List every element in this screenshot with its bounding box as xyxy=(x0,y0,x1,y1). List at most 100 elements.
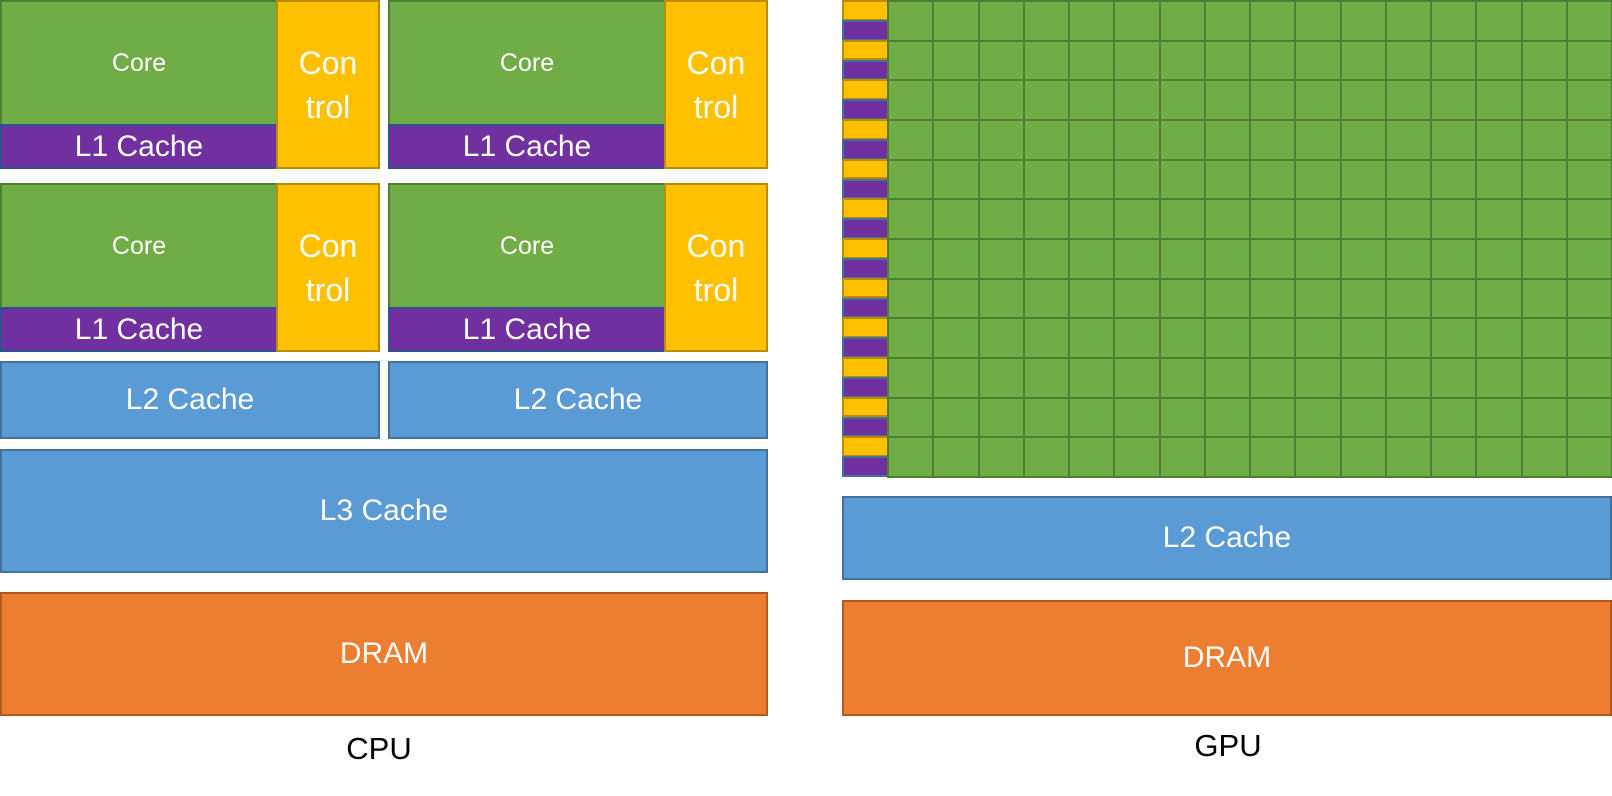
gpu-core-cell xyxy=(1294,0,1342,42)
gpu-l1-cache-cell xyxy=(842,376,889,398)
gpu-core-cell xyxy=(1022,158,1070,201)
gpu-core-cell xyxy=(1565,238,1612,280)
gpu-core-cell xyxy=(887,198,935,240)
gpu-core-cell xyxy=(887,317,935,359)
gpu-core-cell xyxy=(1068,158,1116,201)
control-label-line2: trol xyxy=(693,88,739,125)
gpu-core-cell xyxy=(1294,277,1342,320)
gpu-core-cell xyxy=(932,39,980,82)
gpu-control-cell xyxy=(842,39,889,61)
gpu-core-cell xyxy=(1294,198,1342,240)
gpu-core-cell xyxy=(977,357,1025,399)
gpu-core-cell xyxy=(932,436,980,478)
gpu-core-cell xyxy=(1249,119,1297,161)
gpu-core-cell xyxy=(1203,119,1251,161)
core-label: Core xyxy=(111,48,167,77)
gpu-core-cell xyxy=(1068,0,1116,42)
gpu-core-cell xyxy=(1203,317,1251,359)
gpu-core-cell xyxy=(1113,396,1161,439)
gpu-core-cell xyxy=(887,238,935,280)
gpu-core-cell xyxy=(1339,436,1387,478)
gpu-l1-cache-cell xyxy=(842,178,889,200)
gpu-core-cell xyxy=(977,317,1025,359)
gpu-core-cell xyxy=(1565,39,1612,82)
l1-label: L1 Cache xyxy=(74,312,204,346)
gpu-core-cell xyxy=(1430,0,1478,42)
gpu-control-cell xyxy=(842,357,889,378)
gpu-control-cell xyxy=(842,0,889,21)
gpu-core-cell xyxy=(887,119,935,161)
gpu-core-cell xyxy=(1022,0,1070,42)
gpu-control-cell xyxy=(842,277,889,299)
gpu-dram-block: DRAM xyxy=(842,600,1612,716)
gpu-core-cell xyxy=(1158,119,1206,161)
gpu-core-cell xyxy=(1520,277,1568,320)
gpu-core-cell xyxy=(1384,238,1432,280)
gpu-core-cell xyxy=(1475,357,1523,399)
gpu-core-cell xyxy=(1565,198,1612,240)
control-label-line2: trol xyxy=(305,271,351,308)
gpu-core-cell xyxy=(1520,436,1568,478)
cpu-l2-cache-block: L2 Cache xyxy=(388,361,768,439)
gpu-core-cell xyxy=(1430,198,1478,240)
dram-label: DRAM xyxy=(1182,641,1272,674)
gpu-core-cell xyxy=(1339,238,1387,280)
gpu-core-cell xyxy=(932,158,980,201)
cpu-l3-cache-block: L3 Cache xyxy=(0,449,768,573)
gpu-core-cell xyxy=(1339,119,1387,161)
gpu-core-cell xyxy=(1203,158,1251,201)
gpu-core-cell xyxy=(1249,396,1297,439)
gpu-core-cell xyxy=(1158,79,1206,121)
gpu-core-cell xyxy=(1022,119,1070,161)
gpu-core-cell xyxy=(1022,79,1070,121)
gpu-core-cell xyxy=(1430,396,1478,439)
gpu-core-cell xyxy=(1158,0,1206,42)
gpu-core-cell xyxy=(1022,238,1070,280)
gpu-core-cell xyxy=(1565,396,1612,439)
gpu-core-cell xyxy=(1339,277,1387,320)
gpu-core-cell xyxy=(1339,158,1387,201)
control-label-line2: trol xyxy=(693,271,739,308)
gpu-core-cell xyxy=(1113,277,1161,320)
gpu-core-cell xyxy=(932,317,980,359)
cpu-control-block: Con trol xyxy=(664,0,768,169)
gpu-core-cell xyxy=(1249,357,1297,399)
dram-label: DRAM xyxy=(339,637,429,670)
gpu-core-cell xyxy=(1294,119,1342,161)
gpu-core-cell xyxy=(1520,357,1568,399)
gpu-core-cell xyxy=(1339,317,1387,359)
gpu-core-cell xyxy=(1113,238,1161,280)
gpu-l1-cache-cell xyxy=(842,456,889,477)
gpu-core-cell xyxy=(1113,436,1161,478)
gpu-core-cell xyxy=(1475,79,1523,121)
gpu-core-cell xyxy=(977,436,1025,478)
gpu-core-cell xyxy=(977,238,1025,280)
gpu-core-cell xyxy=(1339,39,1387,82)
gpu-core-cell xyxy=(1565,277,1612,320)
gpu-core-cell xyxy=(1430,436,1478,478)
gpu-core-cell xyxy=(1068,436,1116,478)
gpu-core-cell xyxy=(1384,158,1432,201)
gpu-core-cell xyxy=(1068,198,1116,240)
gpu-l1-cache-cell xyxy=(842,218,889,239)
gpu-core-cell xyxy=(1430,277,1478,320)
gpu-core-cell xyxy=(1113,79,1161,121)
cpu-dram-block: DRAM xyxy=(0,592,768,716)
gpu-core-cell xyxy=(1384,0,1432,42)
gpu-core-cell xyxy=(977,119,1025,161)
gpu-core-cell xyxy=(1022,357,1070,399)
gpu-core-cell xyxy=(1203,79,1251,121)
l2-label: L2 Cache xyxy=(513,383,643,416)
gpu-l1-cache-cell xyxy=(842,59,889,81)
gpu-core-cell xyxy=(932,79,980,121)
l1-label: L1 Cache xyxy=(74,129,204,163)
cpu-control-block: Con trol xyxy=(276,183,380,352)
gpu-l1-cache-cell xyxy=(842,416,889,438)
gpu-core-cell xyxy=(1520,119,1568,161)
gpu-core-cell xyxy=(1475,39,1523,82)
gpu-core-cell xyxy=(1203,396,1251,439)
gpu-core-cell xyxy=(1294,158,1342,201)
l1-label: L1 Cache xyxy=(462,129,592,163)
cpu-core-block: Core xyxy=(388,183,666,309)
gpu-core-cell xyxy=(1565,357,1612,399)
